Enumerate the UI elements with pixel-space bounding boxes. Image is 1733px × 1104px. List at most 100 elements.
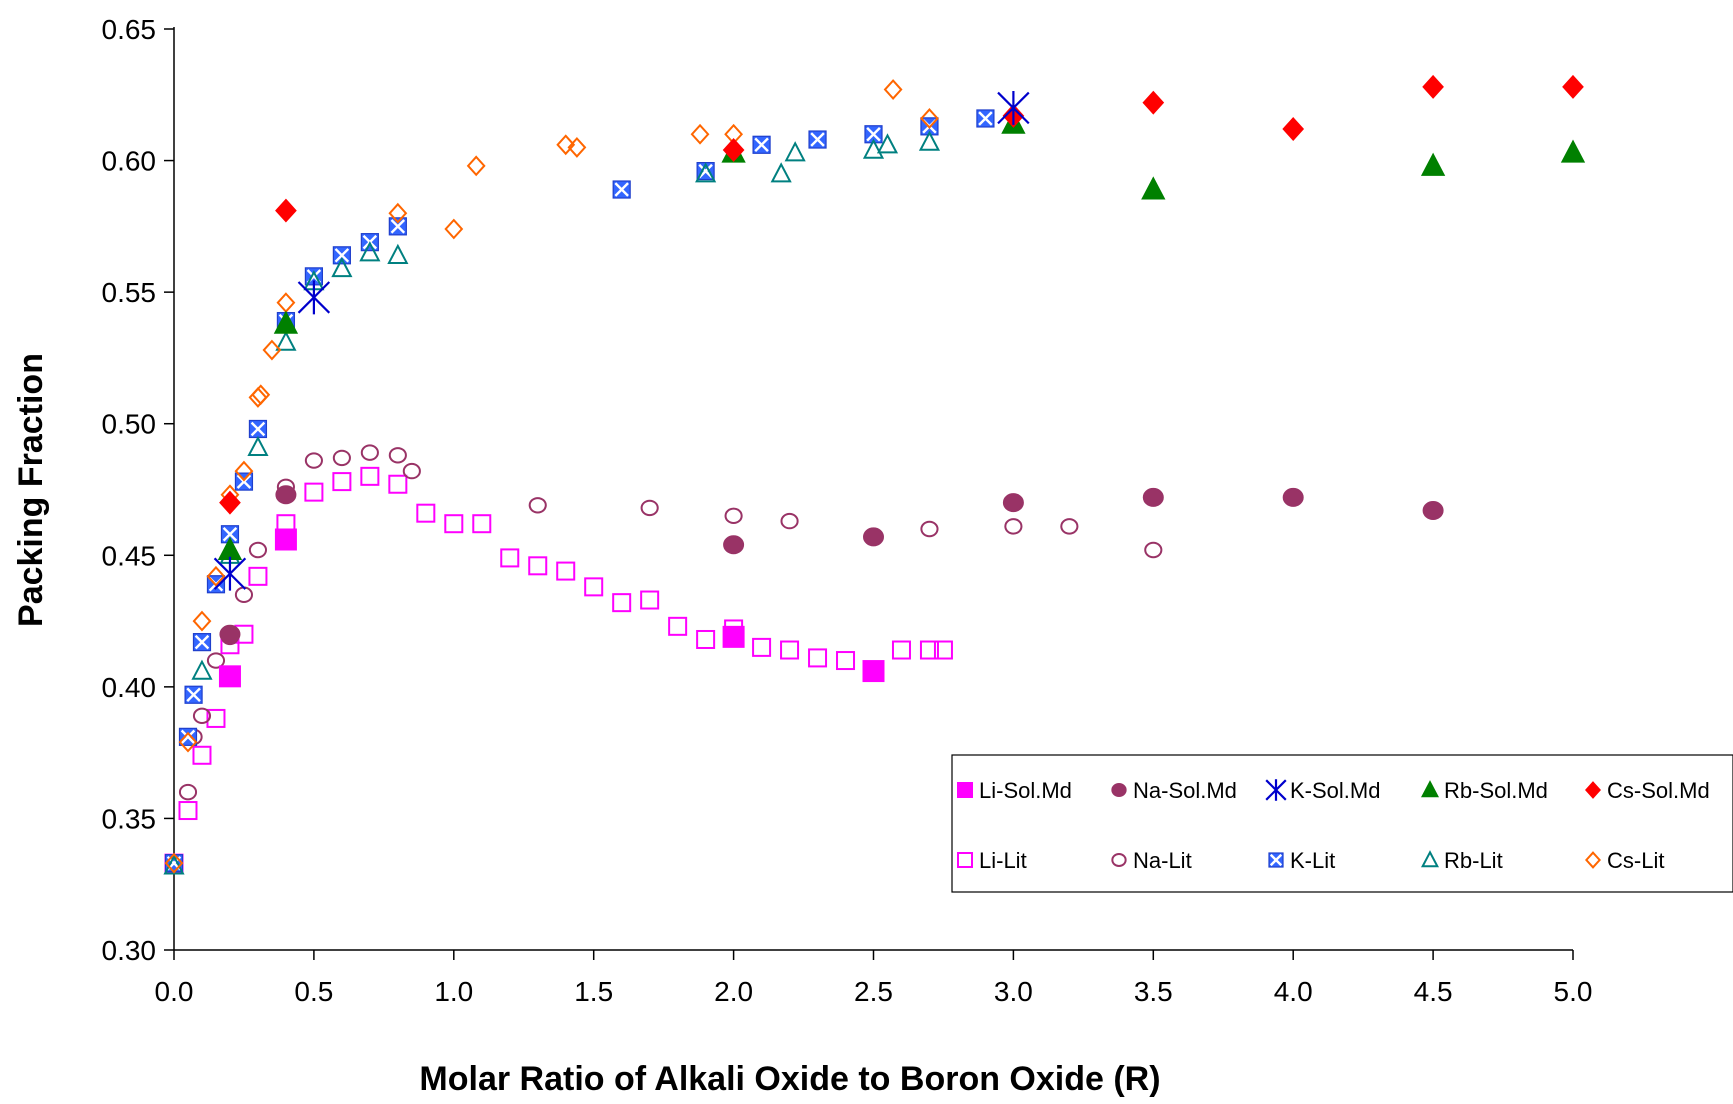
data-point [273,310,299,334]
data-point [1002,493,1024,513]
data-point [920,108,939,129]
data-point [722,625,745,648]
data-point [556,134,576,156]
data-point [402,462,421,480]
legend-item: Li-Sol.Md [957,778,1072,803]
legend-box [951,754,1733,893]
data-point [234,472,254,491]
data-point [360,444,379,461]
data-point [780,512,799,530]
data-point [997,91,1030,125]
data-point [304,452,323,469]
legend-label: Rb-Lit [1444,848,1503,873]
data-point [184,685,203,704]
data-point [863,527,884,547]
legend-item: K-Sol.Md [1265,778,1380,803]
data-point [612,593,632,613]
y-axis-title: Packing Fraction [12,353,50,627]
data-point [332,449,351,467]
legend-item: K-Lit [1268,848,1335,873]
series-li-lit [164,466,953,873]
series-li-sol-md [218,528,885,688]
data-point [556,561,576,581]
legend-label: Li-Sol.Md [979,778,1072,803]
data-point [219,490,241,515]
data-point [247,435,269,457]
data-point [752,135,771,154]
data-point [1144,541,1163,559]
legend-marker [1585,851,1601,869]
data-point [332,246,351,265]
y-tick-label: 0.60 [102,146,157,177]
data-point [876,133,899,154]
data-point [808,130,827,149]
data-point [262,339,282,361]
data-point [723,535,745,555]
legend-marker [1585,781,1601,799]
data-point [472,514,492,534]
data-point [836,651,856,671]
data-point [640,499,659,517]
legend-marker [1265,779,1287,801]
data-points [163,74,1586,875]
legend-marker [1420,850,1440,868]
x-tick-label: 4.0 [1274,976,1313,1007]
data-point [1142,487,1164,507]
data-point [388,202,408,224]
series-cs-lit [164,79,939,874]
data-point [304,482,324,502]
legend-item: Cs-Lit [1585,848,1664,873]
x-axis: 0.0 0.5 1.0 1.5 2.0 2.5 3.0 3.5 4.0 4.5 5.0 [155,950,1593,1007]
data-point [1282,117,1305,141]
x-tick-label: 1.0 [434,976,473,1007]
data-point [770,162,792,183]
data-point [1004,518,1023,535]
data-point [567,136,587,158]
legend-marker [1111,853,1127,867]
data-point [178,783,198,801]
data-point [178,731,198,753]
data-point [695,162,717,183]
series-k-sol-md [213,91,1030,591]
data-point [668,616,688,636]
data-point [612,180,631,199]
data-point [359,241,381,262]
data-point [192,610,212,632]
x-tick-label: 5.0 [1554,976,1593,1007]
y-tick-label: 0.50 [102,409,157,440]
y-tick-label: 0.55 [102,277,157,308]
data-point [1141,176,1166,200]
data-point [584,577,604,597]
legend-marker [957,782,973,798]
data-point [248,419,268,439]
data-point [178,727,198,746]
legend-label: K-Sol.Md [1290,778,1380,803]
legend-item: Cs-Sol.Md [1585,778,1710,803]
legend-item: Na-Sol.Md [1111,778,1237,803]
data-point [388,217,407,236]
data-point [500,548,520,568]
data-point [388,447,407,464]
data-point [752,637,772,657]
series-cs-sol-md [219,74,1584,515]
data-point [387,243,409,264]
data-point [275,485,297,505]
x-tick-label: 1.5 [574,976,613,1007]
data-point [192,707,212,725]
data-point [234,460,254,482]
data-point [528,497,547,514]
legend-label: K-Lit [1290,848,1335,873]
y-tick-label: 0.65 [102,14,157,45]
data-point [919,640,939,660]
data-point [248,566,268,586]
data-point [1422,74,1444,99]
data-point [528,556,548,576]
legend-label: Rb-Sol.Md [1444,778,1548,803]
data-point [360,466,380,486]
data-point [275,330,297,351]
x-tick-label: 0.5 [294,976,333,1007]
data-point [388,474,408,494]
data-point [862,138,885,159]
data-point [234,586,254,603]
data-point [178,801,198,821]
